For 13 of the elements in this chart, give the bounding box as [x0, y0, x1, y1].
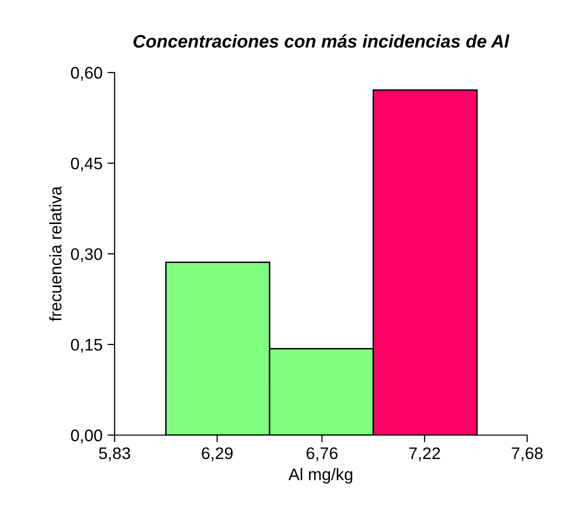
y-axis-title: frecuencia relativa	[49, 186, 62, 322]
y-tick-label: 0,60	[71, 66, 102, 81]
x-tick-label: 6,76	[306, 447, 338, 462]
y-tick-label: 0,45	[71, 158, 102, 172]
x-tick-label: 6,29	[202, 447, 233, 462]
x-tick-label: 5,83	[99, 447, 130, 462]
y-tick-label: 0,30	[71, 248, 102, 262]
chart-title: Concentraciones con más incidencias de Al	[133, 34, 510, 48]
x-tick-label: 7,68	[512, 447, 543, 462]
x-tick-label: 7,22	[409, 447, 440, 462]
y-tick-label: 0,15	[71, 338, 102, 353]
y-tick-label: 0,00	[71, 430, 102, 444]
x-axis-title: Al mg/kg	[288, 468, 352, 484]
